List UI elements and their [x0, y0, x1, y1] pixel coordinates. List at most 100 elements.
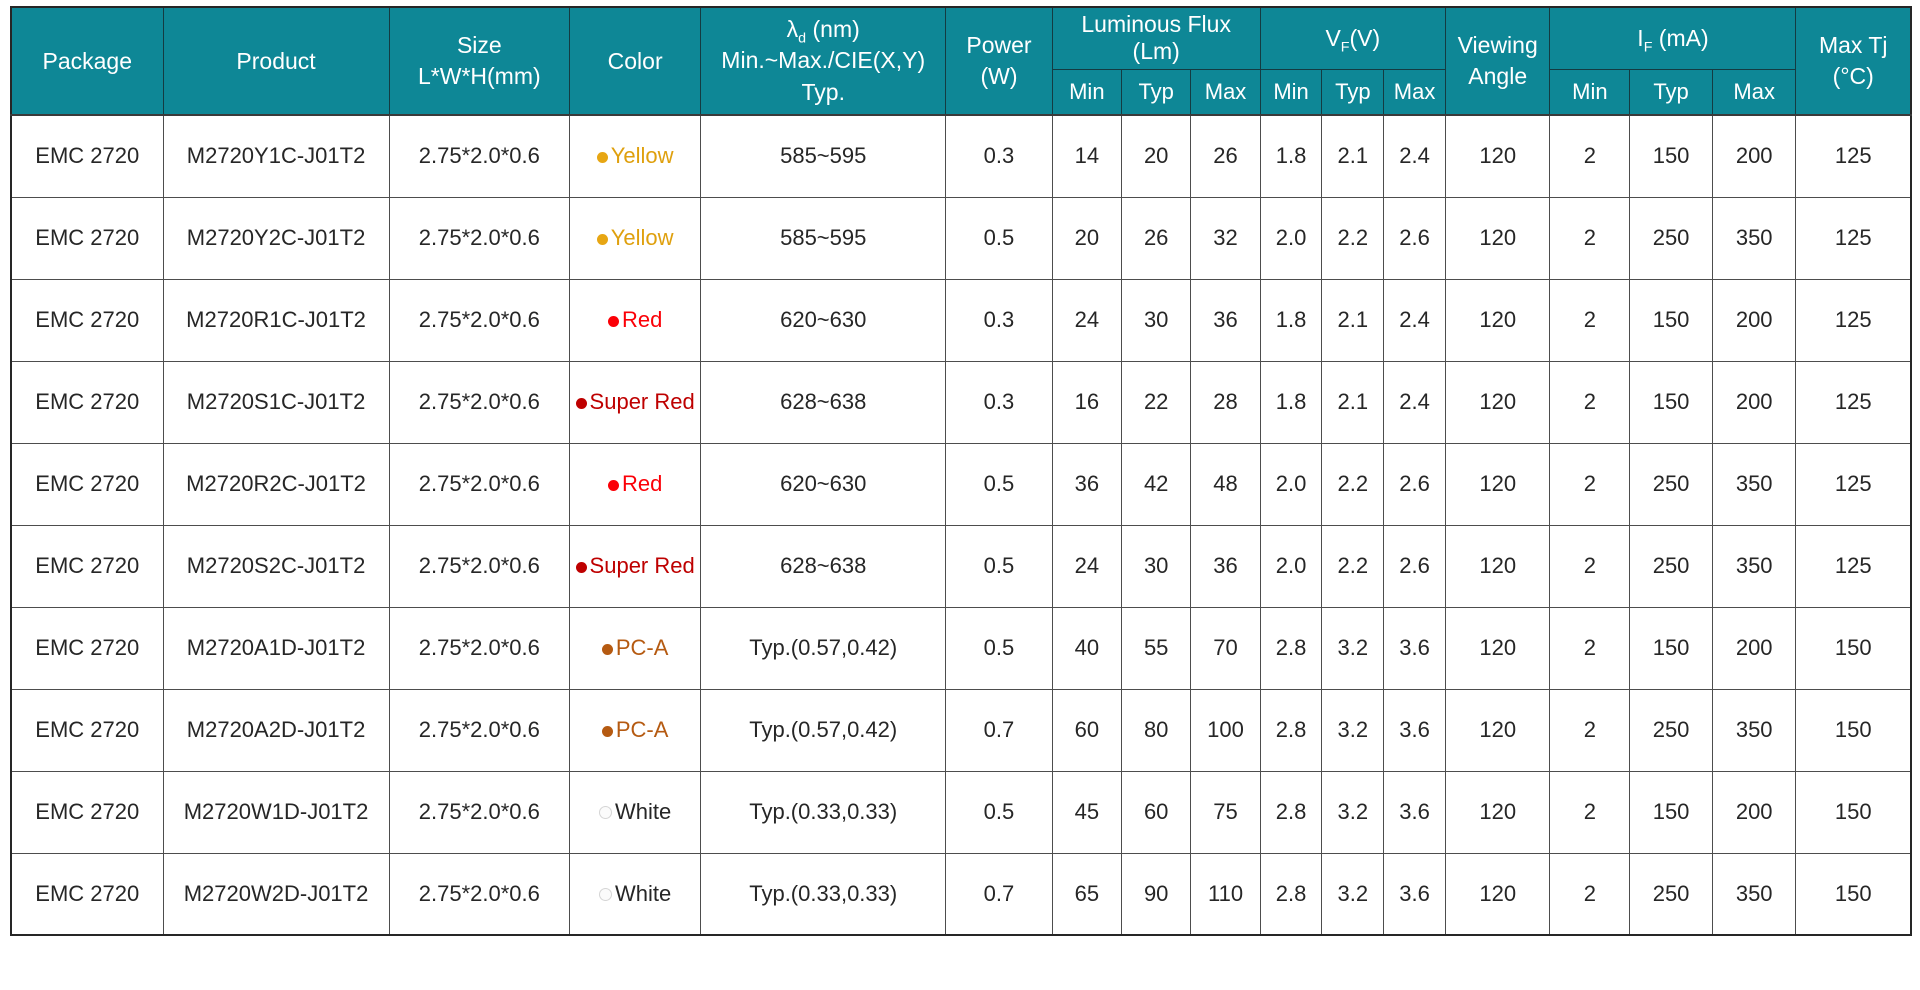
cell-if-min: 2: [1549, 196, 1631, 280]
cell-if-max: 350: [1711, 196, 1797, 280]
maxtj-header-line2: (°C): [1832, 63, 1874, 89]
cell-viewing-angle: 120: [1444, 688, 1551, 772]
color-bullet-icon: [607, 316, 619, 327]
table-row: EMC 2720 M2720W1D-J01T2 2.75*2.0*0.6 Whi…: [10, 770, 1912, 854]
cell-lf-typ: 55: [1121, 606, 1192, 690]
cell-if-max: 200: [1711, 278, 1797, 362]
size-header-line2: L*W*H(mm): [418, 63, 541, 89]
cell-color: Super Red: [569, 524, 702, 608]
cell-package: EMC 2720: [10, 606, 164, 690]
cell-viewing-angle: 120: [1444, 196, 1551, 280]
col-header-power: Power (W): [945, 6, 1053, 116]
wavelength-header-line1: λd (nm): [786, 16, 860, 48]
cell-lf-typ: 30: [1121, 278, 1192, 362]
cell-color: Red: [569, 278, 702, 362]
cell-vf-min: 2.8: [1259, 852, 1323, 936]
table-row: EMC 2720 M2720S1C-J01T2 2.75*2.0*0.6 Sup…: [10, 360, 1912, 444]
maxtj-header-line1: Max Tj: [1818, 31, 1888, 58]
cell-size: 2.75*2.0*0.6: [388, 278, 571, 362]
cell-wavelength: Typ.(0.57,0.42): [700, 606, 947, 690]
color-bullet-icon: [575, 398, 587, 409]
wavelength-header-line2: Min.~Max./CIE(X,Y) Typ.: [721, 47, 926, 105]
table-row: EMC 2720 M2720S2C-J01T2 2.75*2.0*0.6 Sup…: [10, 524, 1912, 608]
color-value: Red: [607, 471, 663, 496]
cell-lf-max: 26: [1190, 114, 1261, 198]
cell-max-tj: 125: [1795, 196, 1912, 280]
cell-vf-max: 3.6: [1383, 606, 1446, 690]
table-row: EMC 2720 M2720W2D-J01T2 2.75*2.0*0.6 Whi…: [10, 852, 1912, 936]
cell-max-tj: 125: [1795, 278, 1912, 362]
cell-vf-max: 3.6: [1383, 688, 1446, 772]
size-header-line1: Size: [456, 31, 502, 58]
cell-lf-min: 16: [1051, 360, 1123, 444]
cell-wavelength: Typ.(0.33,0.33): [700, 770, 947, 854]
cell-size: 2.75*2.0*0.6: [388, 442, 571, 526]
cell-viewing-angle: 120: [1444, 770, 1551, 854]
cell-if-min: 2: [1549, 688, 1631, 772]
cell-viewing-angle: 120: [1444, 278, 1551, 362]
color-bullet-icon: [596, 234, 608, 245]
col-header-vf-typ: Typ: [1321, 68, 1385, 116]
table-row: EMC 2720 M2720Y1C-J01T2 2.75*2.0*0.6 Yel…: [10, 114, 1912, 198]
led-spec-table: Package Product Size L*W*H(mm) Color λd …: [10, 6, 1912, 936]
cell-power: 0.7: [945, 688, 1053, 772]
cell-product: M2720W2D-J01T2: [162, 852, 390, 936]
cell-power: 0.5: [945, 524, 1053, 608]
cell-if-min: 2: [1549, 852, 1631, 936]
cell-if-min: 2: [1549, 524, 1631, 608]
col-header-size: Size L*W*H(mm): [388, 6, 571, 116]
cell-package: EMC 2720: [10, 442, 164, 526]
cell-max-tj: 125: [1795, 524, 1912, 608]
cell-package: EMC 2720: [10, 196, 164, 280]
cell-vf-min: 2.8: [1259, 770, 1323, 854]
cell-power: 0.3: [945, 114, 1053, 198]
cell-if-typ: 250: [1629, 442, 1713, 526]
color-label: Red: [621, 471, 663, 496]
cell-if-typ: 150: [1629, 360, 1713, 444]
color-label: Yellow: [610, 143, 674, 169]
cell-color: Super Red: [569, 360, 702, 444]
cell-viewing-angle: 120: [1444, 524, 1551, 608]
cell-size: 2.75*2.0*0.6: [388, 688, 571, 772]
cell-if-typ: 150: [1629, 770, 1713, 854]
cell-vf-typ: 2.2: [1321, 196, 1385, 280]
cell-vf-typ: 2.1: [1321, 278, 1385, 362]
cell-vf-min: 1.8: [1259, 360, 1323, 444]
color-label: White: [615, 880, 672, 906]
cell-size: 2.75*2.0*0.6: [388, 196, 571, 280]
cell-power: 0.7: [945, 852, 1053, 936]
cell-vf-typ: 3.2: [1321, 852, 1385, 936]
cell-if-typ: 150: [1629, 606, 1713, 690]
cell-vf-typ: 3.2: [1321, 606, 1385, 690]
cell-if-max: 200: [1711, 770, 1797, 854]
col-header-lf-max: Max: [1190, 68, 1261, 116]
cell-vf-max: 2.4: [1383, 278, 1446, 362]
cell-max-tj: 150: [1795, 770, 1912, 854]
cell-viewing-angle: 120: [1444, 114, 1551, 198]
cell-vf-max: 2.4: [1383, 114, 1446, 198]
cell-package: EMC 2720: [10, 360, 164, 444]
color-value: Red: [607, 307, 662, 332]
cell-if-typ: 250: [1629, 196, 1713, 280]
cell-if-typ: 150: [1629, 278, 1713, 362]
cell-size: 2.75*2.0*0.6: [388, 114, 571, 198]
cell-if-max: 200: [1711, 114, 1797, 198]
cell-wavelength: 628~638: [700, 524, 947, 608]
cell-if-max: 200: [1711, 606, 1797, 690]
table-row: EMC 2720 M2720A1D-J01T2 2.75*2.0*0.6 PC-…: [10, 606, 1912, 690]
cell-max-tj: 125: [1795, 114, 1912, 198]
cell-color: PC-A: [569, 606, 702, 690]
cell-size: 2.75*2.0*0.6: [388, 524, 571, 608]
cell-if-min: 2: [1549, 770, 1631, 854]
cell-power: 0.5: [945, 196, 1053, 280]
color-bullet-icon: [601, 726, 613, 737]
cell-if-typ: 250: [1629, 524, 1713, 608]
cell-lf-max: 32: [1190, 196, 1261, 280]
cell-lf-typ: 42: [1121, 442, 1192, 526]
table-row: EMC 2720 M2720Y2C-J01T2 2.75*2.0*0.6 Yel…: [10, 196, 1912, 280]
color-value: Yellow: [596, 143, 674, 169]
col-header-wavelength: λd (nm) Min.~Max./CIE(X,Y) Typ.: [700, 6, 947, 116]
cell-lf-min: 24: [1051, 278, 1123, 362]
col-header-lf-min: Min: [1051, 68, 1123, 116]
